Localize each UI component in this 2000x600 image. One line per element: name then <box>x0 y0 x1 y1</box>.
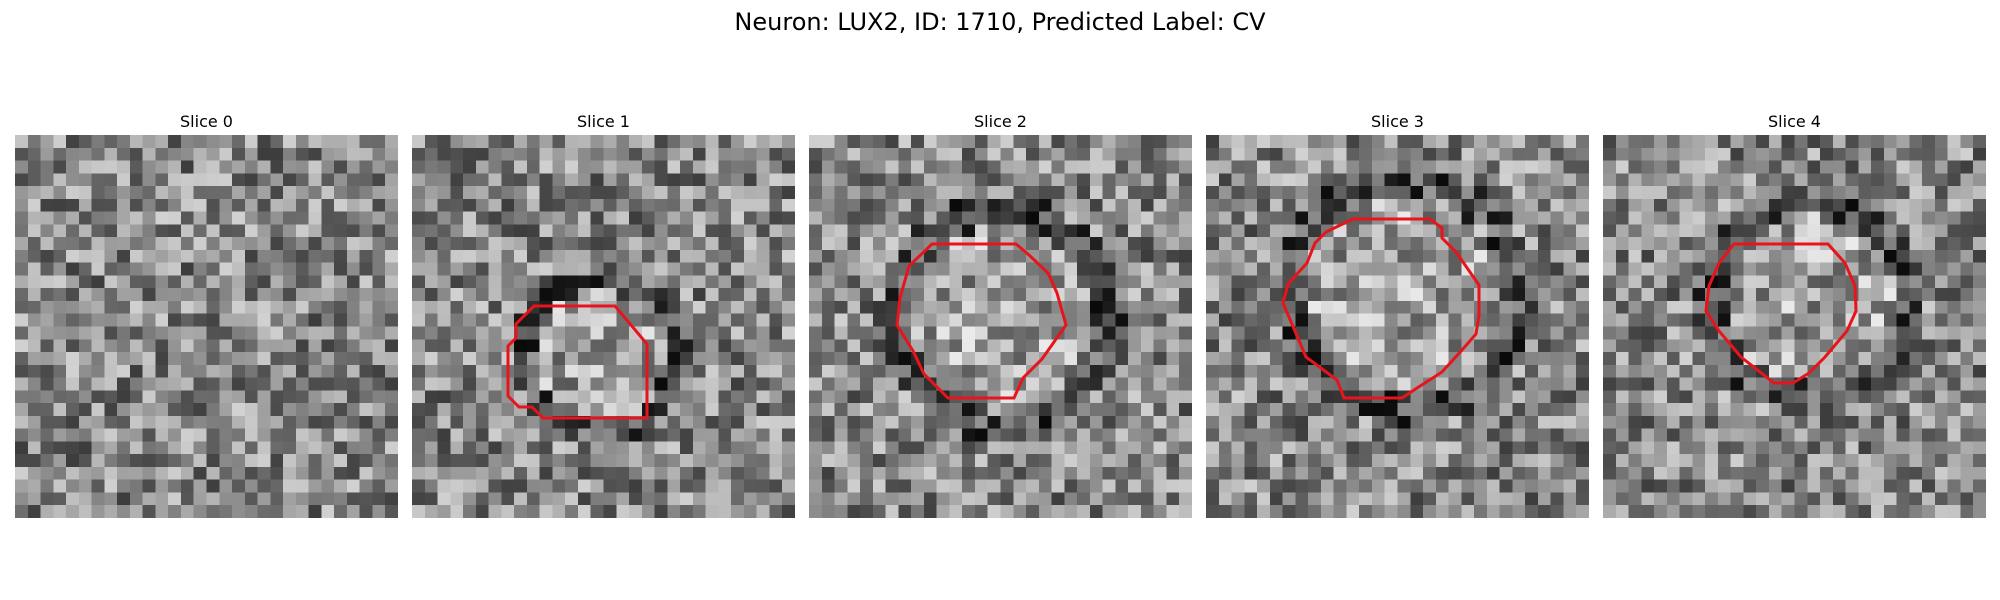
slice-panel-1: Slice 1 <box>412 110 795 518</box>
roi-contour <box>506 304 649 420</box>
slice-image <box>1206 135 1589 518</box>
roi-contour <box>1281 217 1481 400</box>
slice-title: Slice 3 <box>1371 112 1424 131</box>
slice-panel-0: Slice 0 <box>15 110 398 518</box>
slice-image <box>809 135 1192 518</box>
slice-title: Slice 4 <box>1768 112 1821 131</box>
slice-panel-4: Slice 4 <box>1603 110 1986 518</box>
slice-image <box>15 135 398 518</box>
roi-contour <box>895 242 1068 400</box>
figure-title: Neuron: LUX2, ID: 1710, Predicted Label:… <box>734 8 1266 36</box>
slice-panel-3: Slice 3 <box>1206 110 1589 518</box>
slice-title: Slice 0 <box>180 112 233 131</box>
slice-panel-2: Slice 2 <box>809 110 1192 518</box>
slice-title: Slice 2 <box>974 112 1027 131</box>
slice-image <box>412 135 795 518</box>
slice-image <box>1603 135 1986 518</box>
roi-contour <box>1704 242 1858 385</box>
slice-title: Slice 1 <box>577 112 630 131</box>
